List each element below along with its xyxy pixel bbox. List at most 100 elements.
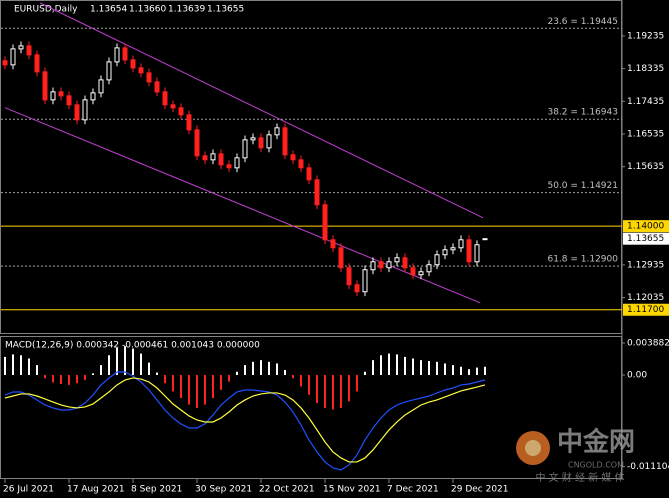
macd-histogram-bar xyxy=(324,374,326,408)
h-line-label: 1.14000 xyxy=(627,222,664,232)
x-tick-label: 15 Nov 2021 xyxy=(323,485,381,495)
candle-body xyxy=(330,239,336,249)
candle-body xyxy=(202,155,208,161)
macd-histogram-bar xyxy=(412,358,414,375)
y-tick-label: 0.003882 xyxy=(627,338,669,348)
macd-histogram-bar xyxy=(124,346,126,375)
candle-body xyxy=(162,91,168,106)
candle-body xyxy=(322,204,328,241)
macd-histogram-bar xyxy=(292,374,294,379)
candle-body xyxy=(466,239,472,263)
macd-histogram-bar xyxy=(372,360,374,375)
macd-histogram-bar xyxy=(340,374,342,408)
channel-line xyxy=(39,2,484,219)
channel-line xyxy=(4,107,481,304)
macd-histogram-bar xyxy=(132,348,134,375)
candle-body xyxy=(418,271,424,276)
y-tick-label: 1.12935 xyxy=(627,260,664,270)
macd-histogram-bar xyxy=(452,365,454,375)
candle-body xyxy=(106,61,112,81)
candle-body xyxy=(282,127,288,156)
candle-body xyxy=(482,238,488,241)
candle-body xyxy=(266,134,272,149)
candle-body xyxy=(242,139,248,159)
macd-histogram-bar xyxy=(172,374,174,392)
macd-histogram-bar xyxy=(380,355,382,375)
candle-body xyxy=(426,264,432,273)
candle-body xyxy=(442,249,448,256)
candle-body xyxy=(402,257,408,269)
header-ohlc: 1.13655 xyxy=(207,5,244,15)
macd-histogram-bar xyxy=(100,365,102,375)
macd-histogram-bar xyxy=(476,367,478,375)
candle-body xyxy=(138,67,144,74)
candle-body xyxy=(298,159,304,169)
candle-body xyxy=(66,95,72,106)
macd-histogram-bar xyxy=(276,363,278,375)
macd-histogram-bar xyxy=(468,369,470,375)
fib-level-label: 38.2 = 1.16943 xyxy=(547,108,618,118)
h-line-box xyxy=(623,303,669,316)
candle-body xyxy=(290,154,296,161)
macd-histogram-bar xyxy=(268,361,270,375)
macd-histogram-bar xyxy=(12,354,14,375)
candle-body xyxy=(130,59,136,69)
macd-histogram-bar xyxy=(148,362,150,375)
macd-histogram-bar xyxy=(300,374,302,387)
macd-histogram-bar xyxy=(116,347,118,375)
macd-line xyxy=(4,377,486,463)
macd-histogram-bar xyxy=(420,360,422,375)
macd-histogram-bar xyxy=(60,374,62,385)
candle-body xyxy=(122,47,128,61)
candle-body xyxy=(370,261,376,271)
logo-inner xyxy=(525,440,541,456)
macd-histogram-bar xyxy=(4,356,6,375)
candle-body xyxy=(394,257,400,263)
candle-body xyxy=(210,153,216,161)
x-tick-label: 8 Sep 2021 xyxy=(131,485,182,495)
macd-histogram-bar xyxy=(228,374,230,382)
macd-histogram-bar xyxy=(244,365,246,375)
fib-level-label: 23.6 = 1.19445 xyxy=(547,17,618,27)
candle-body xyxy=(458,239,464,249)
candle-body xyxy=(90,92,96,101)
macd-histogram-bar xyxy=(188,374,190,405)
candle-body xyxy=(218,153,224,166)
chart-title: EURUSD,Daily xyxy=(14,5,78,15)
y-tick-label: 1.16535 xyxy=(627,130,664,140)
candle-body xyxy=(146,72,152,83)
macd-histogram-bar xyxy=(364,371,366,375)
candle-body xyxy=(170,104,176,109)
macd-line xyxy=(4,371,486,471)
candle-body xyxy=(42,71,48,101)
macd-histogram-bar xyxy=(156,372,158,375)
candle-body xyxy=(26,45,32,56)
y-tick-label: 1.19235 xyxy=(627,31,664,41)
candle-body xyxy=(474,244,480,263)
x-tick-label: 29 Dec 2021 xyxy=(451,485,509,495)
candle-body xyxy=(274,127,280,136)
current-price-box xyxy=(623,232,669,245)
candle-body xyxy=(186,114,192,131)
y-tick-label: 1.17435 xyxy=(627,97,664,107)
candle-body xyxy=(338,247,344,269)
candle-body xyxy=(306,167,312,181)
candle-body xyxy=(226,164,232,169)
watermark: 中金网 CNGOLD.COM 中 文 财 经 新 媒 体 xyxy=(516,427,635,484)
fib-level-label: 61.8 = 1.12900 xyxy=(547,255,618,265)
macd-histogram-bar xyxy=(388,353,390,375)
macd-histogram-bar xyxy=(348,374,350,402)
watermark-site: CNGOLD.COM xyxy=(568,461,624,470)
macd-histogram-bar xyxy=(444,363,446,375)
candle-body xyxy=(378,261,384,269)
macd-histogram-bar xyxy=(220,374,222,390)
candle-body xyxy=(194,129,200,157)
macd-histogram-bar xyxy=(212,374,214,399)
macd-histogram-bar xyxy=(164,374,166,384)
y-tick-label: 1.15635 xyxy=(627,162,664,172)
macd-histogram-bar xyxy=(140,353,142,375)
candle-body xyxy=(410,267,416,276)
macd-histogram-bar xyxy=(28,358,30,375)
